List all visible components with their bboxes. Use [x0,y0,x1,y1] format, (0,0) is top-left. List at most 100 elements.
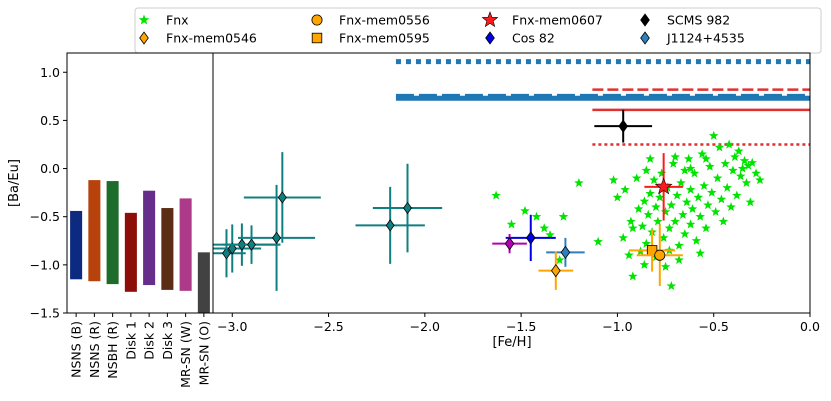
fnx-star [643,209,653,219]
fnx-star [685,163,696,173]
fnx-star [728,165,738,175]
fnx-star [737,163,748,173]
legend-label-fnx: Fnx [166,13,189,28]
fnx-star [624,250,634,260]
range-bar-disk-3 [161,208,174,290]
fnx-star [655,192,665,202]
fnx-star [697,149,707,159]
range-bar-mr-sn-o [197,252,210,313]
fnx-star [639,196,650,206]
fnx-star [714,142,725,152]
fnx-star [666,200,677,210]
fnx-star [645,188,655,198]
fnx-star [676,178,686,188]
fnx-star [674,255,684,265]
point-scms-982 [618,119,629,133]
fnx-star [660,261,671,271]
fnx-star [574,178,584,188]
legend-marker-fnx-mem0546 [139,31,149,45]
fnx-star [668,158,679,168]
fnx-star [689,168,700,178]
fnx-star [674,240,684,250]
ret-ii-point [403,201,412,215]
y-tick-label: 1.0 [40,65,60,80]
fnx-star [699,180,709,190]
fnx-star [716,194,727,204]
fnx-star [695,248,705,258]
ret-ii-point [222,247,231,260]
fnx-star [712,173,723,183]
fnx-star [701,223,711,233]
fnx-star [626,216,636,226]
fnx-star [651,202,661,212]
legend-marker-scms-982 [640,13,650,27]
range-bar-disk-2 [143,190,156,286]
ret-ii-point [227,242,237,255]
fnx-star [743,160,754,170]
left-x-tick-label: NSNS (R) [87,321,102,378]
fnx-star [732,190,742,200]
fnx-star [612,192,623,202]
fnx-star [660,206,671,216]
x-tick-label: −3.0 [217,319,247,334]
fnx-star [718,216,729,226]
fnx-star [726,202,736,212]
ret-ii-point [272,231,282,245]
fnx-star [701,153,711,163]
fnx-star [687,204,698,214]
point-fnx-mem0607 [654,177,673,195]
point-fnx-mem0546 [550,263,561,278]
fnx-star [691,235,702,245]
fnx-star [554,255,565,265]
fnx-star [680,229,690,239]
fnx-star [506,219,517,229]
fnx-star [628,271,638,281]
fnx-star [620,184,630,194]
range-bar-nsns-r [88,180,101,282]
fnx-star [685,184,696,194]
left-x-tick-label: Disk 3 [160,321,175,360]
fnx-star [618,232,628,242]
fnx-star [678,209,688,219]
y-tick-label: 0.0 [40,161,60,176]
fnx-star [658,232,669,242]
fnx-star [695,211,705,221]
fnx-star [708,130,719,140]
left-x-tick-label: NSBH (R) [105,321,120,379]
legend-marker-fnx-mem0556 [311,14,323,26]
fnx-star [755,175,765,185]
legend-label-fnx-mem0556: Fnx-mem0556 [339,13,430,28]
left-x-tick-label: MR-SN (W) [178,321,193,388]
legend-marker-cos-82 [485,31,495,45]
legend-label-scms-982: SCMS 982 [667,13,730,28]
ret-ii-point [277,191,287,204]
x-tick-label: −2.0 [410,319,440,334]
x-tick-label: −1.0 [602,319,632,334]
fnx-star [703,200,713,210]
legend-label-fnx-mem0546: Fnx-mem0546 [166,31,257,46]
range-bar-nsns-b [70,210,83,280]
fnx-star [641,238,652,248]
model-range-panel: −1.5 −1.0 −0.5 0.0 0.5 1.0 NSNS (B) NSNS (R) NS… [7,52,214,388]
fnx-star [539,223,549,233]
fnx-star [520,205,530,215]
fnx-star [722,182,732,192]
fnx-star [747,157,757,167]
scatter-panel: −3.0 −2.5 −2.0 −1.5 −1.0 −0.5 0.0 [Fe/H] [212,52,820,350]
fnx-star [545,230,555,240]
point-cos-82 [525,231,536,245]
fnx-star [720,158,731,168]
fnx-star [683,153,694,163]
y-tick-label: −1.5 [30,306,60,321]
legend-marker-fnx-mem0607 [481,11,499,28]
fnx-star [693,192,704,202]
x-tick-label: −2.5 [313,319,343,334]
left-x-tick-label: NSNS (B) [69,321,84,378]
left-x-tick-label: Disk 1 [123,321,138,360]
fnx-star [664,223,675,233]
point-j1124-4535 [560,245,571,260]
range-bar-mr-sn-w [179,198,192,291]
fnx-star [531,211,542,221]
